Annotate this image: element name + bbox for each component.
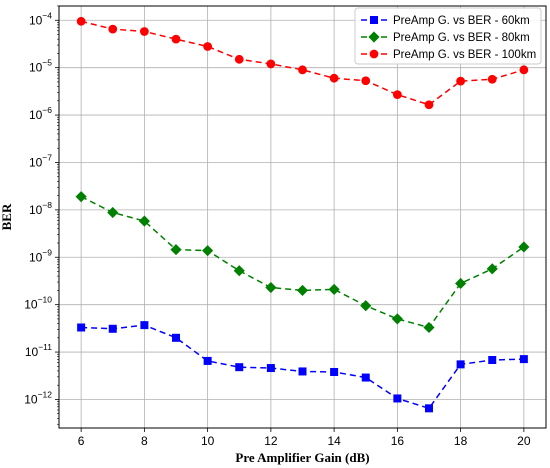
data-point: [266, 59, 276, 69]
data-point: [77, 323, 86, 332]
x-tick-label: 14: [327, 434, 341, 448]
x-axis-label: Pre Amplifier Gain (dB): [235, 450, 369, 465]
data-point: [487, 74, 497, 84]
y-tick-label: 10−12: [24, 389, 52, 406]
series-3: [76, 16, 529, 110]
legend-label: PreAmp G. vs BER - 80km: [393, 32, 530, 44]
series-2: [75, 191, 530, 334]
y-tick-label: 10−10: [24, 295, 52, 312]
data-point: [266, 364, 275, 373]
y-tick-label: 10−4: [29, 10, 52, 27]
legend-item: PreAmp G. vs BER - 60km: [361, 15, 530, 27]
legend-marker: [369, 15, 378, 24]
data-point: [519, 355, 528, 364]
data-point: [76, 16, 86, 26]
x-tick-label: 6: [78, 434, 85, 448]
data-point: [107, 206, 119, 219]
x-tick-label: 16: [391, 434, 405, 448]
x-tick-label: 20: [517, 434, 531, 448]
data-point: [203, 42, 213, 51]
data-point: [392, 90, 402, 100]
data-point: [235, 363, 244, 372]
data-point: [330, 367, 339, 376]
data-point: [328, 283, 340, 295]
y-tick-label: 10−9: [29, 247, 52, 264]
data-point: [424, 100, 434, 110]
data-point: [393, 394, 402, 403]
series-layer: [75, 16, 530, 413]
x-tick-label: 10: [201, 434, 215, 448]
data-point: [140, 321, 149, 330]
data-point: [170, 244, 182, 256]
grid: [59, 6, 546, 428]
data-point: [139, 27, 149, 36]
y-tick-label: 10−11: [25, 342, 52, 359]
y-tick-label: 10−6: [29, 105, 52, 122]
y-tick-label: 10−7: [29, 152, 52, 169]
data-point: [361, 76, 371, 86]
data-point: [424, 404, 433, 413]
data-point: [329, 73, 339, 83]
axis-ticks: 6 8 10 12 14 16 18 20 10−12 10−11 10−10 10−9 10−8 10−…: [24, 5, 531, 448]
data-point: [108, 324, 117, 333]
data-point: [298, 367, 307, 376]
data-point: [455, 277, 467, 290]
data-point: [518, 241, 530, 253]
x-tick-label: 18: [454, 434, 468, 448]
legend-item: PreAmp G. vs BER - 80km: [361, 31, 530, 44]
series-line: [80, 195, 525, 329]
y-tick-label: 10−5: [29, 58, 52, 75]
legend-label: PreAmp G. vs BER - 100km: [393, 49, 536, 61]
legend-item: PreAmp G. vs BER - 100km: [361, 49, 536, 61]
legend-marker: [368, 31, 380, 43]
y-tick-label: 10−8: [29, 200, 52, 217]
data-point: [391, 313, 403, 325]
data-point: [456, 76, 466, 86]
series-line: [80, 20, 525, 106]
data-point: [486, 263, 498, 275]
data-point: [298, 65, 307, 75]
data-point: [519, 65, 529, 75]
data-point: [202, 245, 214, 257]
data-point: [488, 356, 497, 365]
data-point: [423, 321, 435, 334]
data-point: [172, 333, 181, 342]
data-point: [138, 215, 150, 227]
data-point: [75, 191, 87, 203]
series-1: [77, 321, 528, 413]
data-point: [203, 356, 212, 365]
data-point: [108, 24, 118, 34]
x-tick-label: 12: [264, 434, 278, 448]
data-point: [234, 54, 244, 64]
y-axis-label: BER: [0, 203, 14, 230]
legend-marker: [369, 49, 379, 59]
data-point: [296, 284, 309, 296]
x-tick-label: 8: [141, 434, 148, 448]
data-point: [360, 300, 372, 312]
legend: PreAmp G. vs BER - 60km PreAmp G. vs BER …: [354, 7, 542, 65]
data-point: [233, 265, 245, 277]
legend-box: [354, 7, 542, 65]
data-point: [456, 360, 465, 369]
data-point: [361, 373, 370, 382]
data-point: [171, 34, 181, 44]
legend-label: PreAmp G. vs BER - 60km: [393, 15, 530, 27]
data-point: [265, 281, 277, 294]
